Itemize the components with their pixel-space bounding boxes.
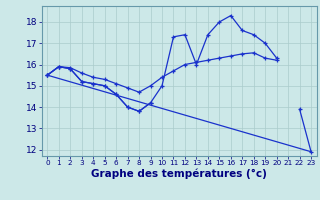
X-axis label: Graphe des températures (°c): Graphe des températures (°c) xyxy=(91,169,267,179)
